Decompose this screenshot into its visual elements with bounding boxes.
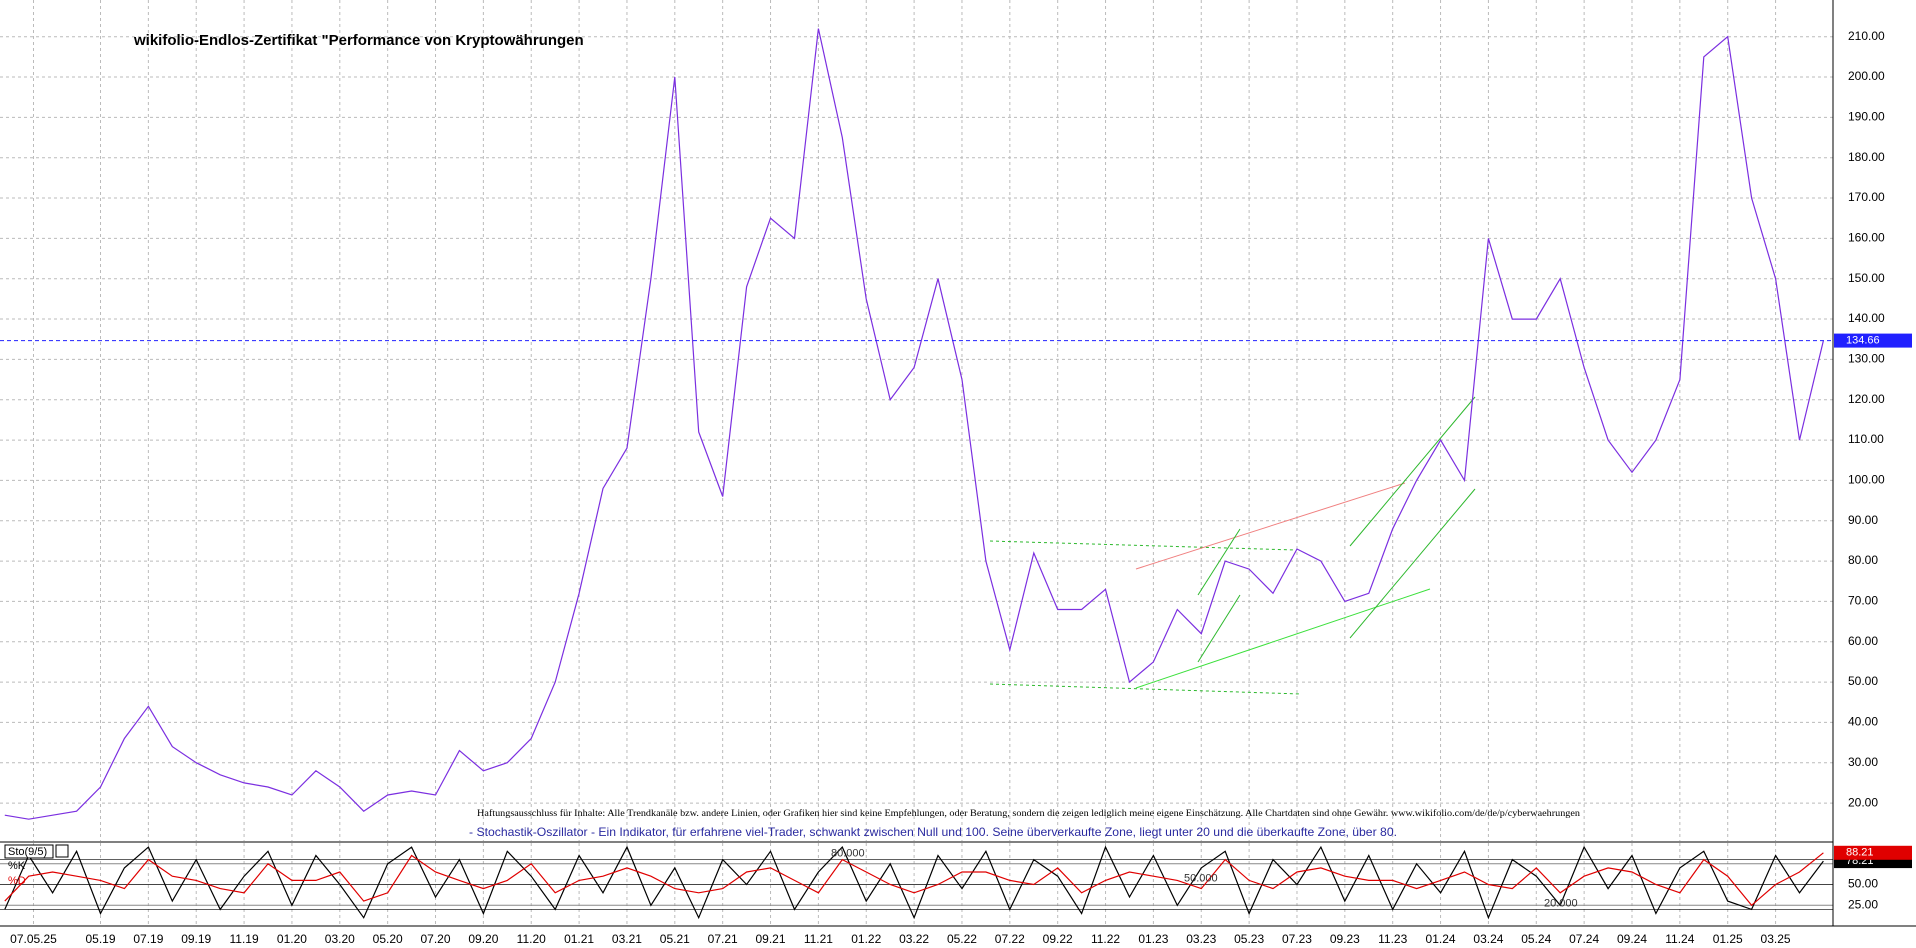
y-tick-label: 180.00 bbox=[1848, 150, 1885, 164]
x-tick-label: 07.22 bbox=[995, 932, 1025, 946]
grid-layer bbox=[0, 0, 1833, 926]
trendline bbox=[1197, 528, 1241, 596]
x-tick-label: 05.23 bbox=[1234, 932, 1264, 946]
level-label: 50.000 bbox=[1184, 872, 1218, 884]
x-tick-label: 01.24 bbox=[1426, 932, 1456, 946]
trendline bbox=[1135, 482, 1406, 570]
y-tick-label: 40.00 bbox=[1848, 715, 1878, 729]
x-tick-label: 11.19 bbox=[230, 932, 259, 946]
x-tick-label: 01.25 bbox=[1713, 932, 1743, 946]
y-tick-label: 120.00 bbox=[1848, 392, 1885, 406]
x-tick-label: 01.22 bbox=[851, 932, 881, 946]
data-line bbox=[4, 852, 1824, 907]
x-tick-label: 03.22 bbox=[899, 932, 929, 946]
last-value-label: 88.21 bbox=[1846, 847, 1874, 859]
level-label: 20.000 bbox=[1544, 897, 1578, 909]
y-tick-label: 150.00 bbox=[1848, 271, 1885, 285]
y-tick-label: 140.00 bbox=[1848, 311, 1885, 325]
level-label: 80.000 bbox=[831, 848, 865, 860]
y-tick-label: 90.00 bbox=[1848, 513, 1878, 527]
x-tick-label: 01.23 bbox=[1138, 932, 1168, 946]
y-tick-label: 60.00 bbox=[1848, 634, 1878, 648]
indicator-note: - Stochastik-Oszillator - Ein Indikator,… bbox=[469, 825, 1397, 839]
legend-entry: %D bbox=[8, 875, 26, 887]
y-tick-label: 20.00 bbox=[1848, 795, 1878, 809]
x-tick-label: 07.21 bbox=[708, 932, 738, 946]
trendline bbox=[1349, 488, 1476, 639]
x-tick-label: 11.23 bbox=[1378, 932, 1407, 946]
y-tick-label: 110.00 bbox=[1848, 432, 1884, 446]
y-tick-label: 190.00 bbox=[1848, 110, 1885, 124]
x-tick-label: 03.24 bbox=[1473, 932, 1503, 946]
x-tick-label: 11.22 bbox=[1091, 932, 1120, 946]
x-tick-label: 03.21 bbox=[612, 932, 642, 946]
x-tick-label: 07.24 bbox=[1569, 932, 1599, 946]
x-tick-label: 01.20 bbox=[277, 932, 307, 946]
y-tick-label: 80.00 bbox=[1848, 553, 1878, 567]
x-tick-label: 09.21 bbox=[756, 932, 786, 946]
trendline bbox=[989, 540, 1296, 551]
indicator-title: Sto(9/5) bbox=[8, 846, 47, 858]
x-tick-label: 03.23 bbox=[1186, 932, 1216, 946]
x-tick-label: 05.24 bbox=[1521, 932, 1551, 946]
x-tick-label: 07.20 bbox=[421, 932, 451, 946]
x-tick-label: 11.20 bbox=[517, 932, 546, 946]
y-tick-label: 25.00 bbox=[1848, 897, 1878, 911]
last-value-label: 134.66 bbox=[1846, 335, 1880, 347]
y-tick-label: 30.00 bbox=[1848, 755, 1878, 769]
x-tick-label: 05.21 bbox=[660, 932, 690, 946]
x-tick-label: 05.22 bbox=[947, 932, 977, 946]
x-tick-label: 09.19 bbox=[181, 932, 211, 946]
x-tick-label: 09.20 bbox=[468, 932, 498, 946]
y-tick-label: 170.00 bbox=[1848, 190, 1885, 204]
disclaimer: Haftungsausschluss für Inhalte: Alle Tre… bbox=[477, 808, 1580, 819]
data-line bbox=[4, 845, 1824, 920]
x-tick-label: 03.20 bbox=[325, 932, 355, 946]
x-tick-label: 01.21 bbox=[564, 932, 594, 946]
x-tick-label: 11.21 bbox=[804, 932, 833, 946]
x-tick-label: 05.19 bbox=[85, 932, 115, 946]
x-tick-label: 09.24 bbox=[1617, 932, 1647, 946]
x-tick-label: 07.23 bbox=[1282, 932, 1312, 946]
trendlines bbox=[989, 396, 1476, 695]
indicator-box bbox=[4, 844, 54, 859]
x-tick-label: 07.05.25 bbox=[10, 932, 57, 946]
last-value-box bbox=[1834, 845, 1912, 860]
y-tick-label: 70.00 bbox=[1848, 594, 1878, 608]
last-value-box bbox=[1834, 333, 1912, 348]
x-tick-label: 09.22 bbox=[1043, 932, 1073, 946]
trendline bbox=[1135, 588, 1431, 689]
trendline bbox=[1349, 396, 1476, 547]
trendline bbox=[989, 683, 1302, 695]
y-tick-label: 50.00 bbox=[1848, 877, 1878, 891]
data-line bbox=[4, 28, 1824, 820]
x-tick-label: 11.24 bbox=[1665, 932, 1694, 946]
x-tick-label: 07.19 bbox=[133, 932, 163, 946]
chart-title: wikifolio-Endlos-Zertifikat "Performance… bbox=[133, 32, 584, 49]
y-tick-label: 200.00 bbox=[1848, 69, 1885, 83]
y-tick-label: 100.00 bbox=[1848, 473, 1885, 487]
y-tick-label: 210.00 bbox=[1848, 29, 1885, 43]
marks-layer bbox=[0, 28, 1833, 920]
x-tick-label: 09.23 bbox=[1330, 932, 1360, 946]
y-tick-label: 50.00 bbox=[1848, 674, 1878, 688]
y-tick-label: 160.00 bbox=[1848, 231, 1885, 245]
y-tick-label: 130.00 bbox=[1848, 352, 1885, 366]
trendline bbox=[1197, 594, 1241, 663]
x-tick-label: 03.25 bbox=[1761, 932, 1791, 946]
legend-entry: %K bbox=[8, 860, 26, 872]
expand-button[interactable] bbox=[55, 844, 69, 858]
x-tick-label: 05.20 bbox=[373, 932, 403, 946]
